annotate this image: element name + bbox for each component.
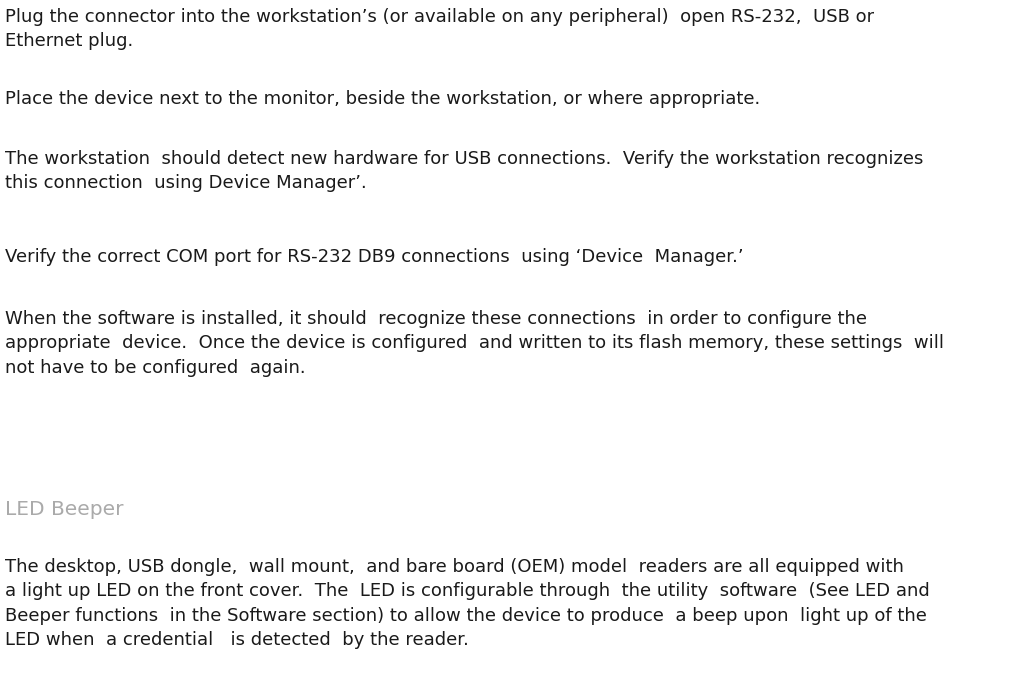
Text: The desktop, USB dongle,  wall mount,  and bare board (OEM) model  readers are a: The desktop, USB dongle, wall mount, and…	[5, 558, 930, 649]
Text: Plug the connector into the workstation’s (or available on any peripheral)  open: Plug the connector into the workstation’…	[5, 8, 874, 50]
Text: LED Beeper: LED Beeper	[5, 500, 123, 519]
Text: Verify the correct COM port for RS-232 DB9 connections  using ‘Device  Manager.’: Verify the correct COM port for RS-232 D…	[5, 248, 744, 266]
Text: The workstation  should detect new hardware for USB connections.  Verify the wor: The workstation should detect new hardwa…	[5, 150, 923, 192]
Text: When the software is installed, it should  recognize these connections  in order: When the software is installed, it shoul…	[5, 310, 944, 377]
Text: Place the device next to the monitor, beside the workstation, or where appropria: Place the device next to the monitor, be…	[5, 90, 760, 108]
